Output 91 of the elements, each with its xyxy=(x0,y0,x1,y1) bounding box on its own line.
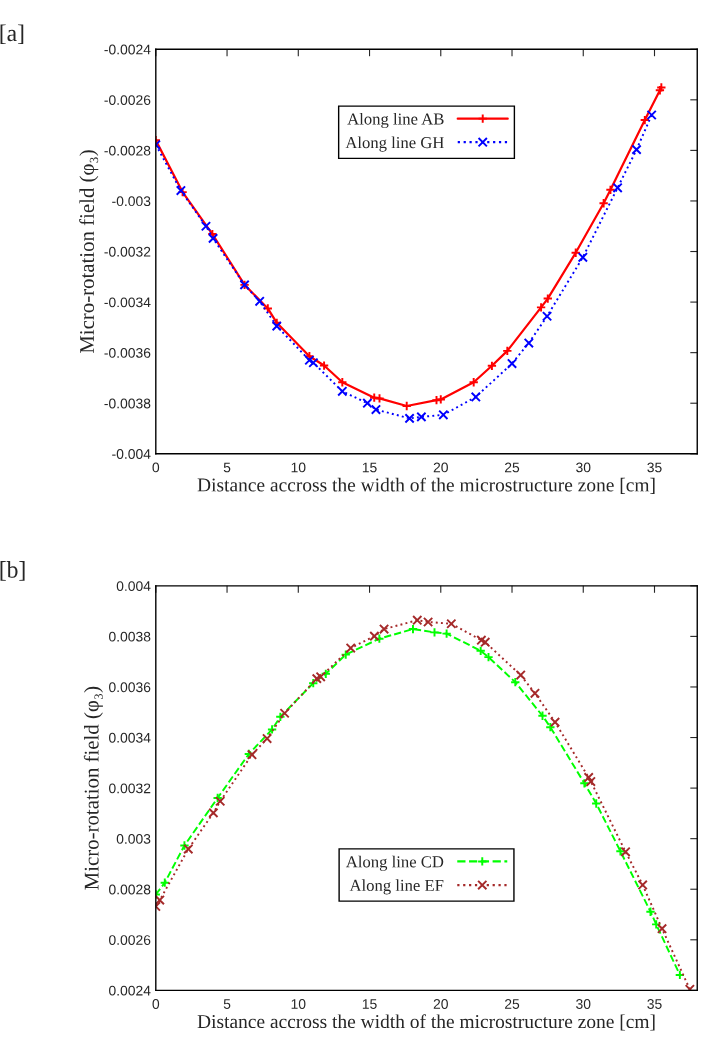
y-tick-label: -0.0032 xyxy=(104,246,151,257)
x-tick-label: 35 xyxy=(647,999,662,1009)
point xyxy=(480,637,491,648)
y-tick-label: 0.0026 xyxy=(109,935,151,945)
point xyxy=(542,293,553,304)
point xyxy=(541,311,553,322)
point xyxy=(345,642,356,654)
point xyxy=(438,409,449,420)
point xyxy=(549,716,561,728)
y-tick-label: 0.0024 xyxy=(109,985,151,996)
point xyxy=(183,843,194,855)
point xyxy=(446,618,457,629)
point xyxy=(515,669,526,681)
y-tick-label: 0.0038 xyxy=(109,631,151,642)
y-tick-label: -0.0024 xyxy=(104,44,151,55)
point xyxy=(261,733,273,744)
legend-label: Along line CD xyxy=(345,855,444,871)
y-tick-label: 0.004 xyxy=(116,581,151,591)
chart-title: [a] xyxy=(0,24,24,45)
point xyxy=(378,623,390,635)
point xyxy=(441,628,452,639)
x-tick-label: 30 xyxy=(576,999,591,1009)
point xyxy=(279,708,290,719)
x-tick-label: 20 xyxy=(433,999,448,1009)
point xyxy=(246,749,258,760)
x-tick-label: 25 xyxy=(504,462,520,473)
point xyxy=(598,198,609,209)
y-axis-title: Micro-rotation field (φ₃) xyxy=(79,150,99,354)
point xyxy=(200,221,212,232)
y-tick-label: -0.0036 xyxy=(104,347,151,358)
x-tick-label: 20 xyxy=(433,462,448,473)
point xyxy=(369,631,380,642)
x-tick-label: 25 xyxy=(504,999,520,1009)
y-tick-label: -0.0026 xyxy=(104,95,151,105)
legend-label: Along line EF xyxy=(349,879,444,895)
point xyxy=(315,671,326,682)
point xyxy=(215,796,226,807)
point xyxy=(585,776,596,787)
x-tick-label: 30 xyxy=(576,462,591,473)
point xyxy=(529,688,541,699)
x-tick-label: 10 xyxy=(291,462,306,473)
point xyxy=(304,355,315,366)
y-tick-label: -0.004 xyxy=(112,449,151,459)
point xyxy=(612,182,623,193)
x-tick-label: 15 xyxy=(362,462,377,473)
chart-title: [b] xyxy=(0,561,25,581)
point xyxy=(506,358,518,369)
y-tick-label: -0.0028 xyxy=(104,145,151,156)
y-tick-label: 0.0036 xyxy=(109,682,151,693)
x-tick-label: 15 xyxy=(362,999,377,1009)
point xyxy=(637,879,648,891)
x-axis-title: Distance accross the width of the microstructure zone [cm] xyxy=(197,477,655,494)
point xyxy=(271,320,282,332)
x-tick-label: 0 xyxy=(152,462,160,473)
point xyxy=(620,846,631,857)
point xyxy=(631,144,642,155)
y-axis-title: Micro-rotation field (φ₃) xyxy=(83,686,103,890)
point xyxy=(311,673,322,684)
point xyxy=(577,252,588,263)
point xyxy=(337,386,348,397)
point xyxy=(155,894,165,906)
x-tick-label: 5 xyxy=(223,999,231,1009)
point xyxy=(535,302,547,313)
y-tick-label: 0.0034 xyxy=(109,732,151,743)
y-tick-label: 0.0032 xyxy=(109,783,151,794)
point xyxy=(605,184,616,195)
x-axis-title: Distance accross the width of the microstructure zone [cm] xyxy=(197,1014,655,1031)
point xyxy=(308,357,319,368)
point xyxy=(583,772,594,783)
legend-label: Along line AB xyxy=(347,112,444,129)
point xyxy=(470,391,481,403)
x-tick-label: 10 xyxy=(291,999,306,1009)
point xyxy=(656,923,668,934)
y-tick-label: -0.0034 xyxy=(104,297,151,308)
point xyxy=(208,807,219,819)
y-tick-label: 0.0028 xyxy=(109,884,151,895)
x-tick-label: 0 xyxy=(152,999,160,1009)
point xyxy=(207,233,219,244)
point xyxy=(370,404,382,415)
point xyxy=(646,109,657,121)
y-tick-label: -0.0038 xyxy=(104,398,151,409)
y-tick-label: -0.003 xyxy=(112,196,151,207)
legend-label: Along line GH xyxy=(345,136,444,152)
y-tick-label: 0.003 xyxy=(116,834,151,844)
x-tick-label: 35 xyxy=(647,462,662,473)
point xyxy=(318,360,330,371)
point xyxy=(254,296,265,307)
point xyxy=(523,337,534,349)
point xyxy=(476,635,487,646)
x-tick-label: 5 xyxy=(223,462,231,473)
point xyxy=(362,398,373,409)
